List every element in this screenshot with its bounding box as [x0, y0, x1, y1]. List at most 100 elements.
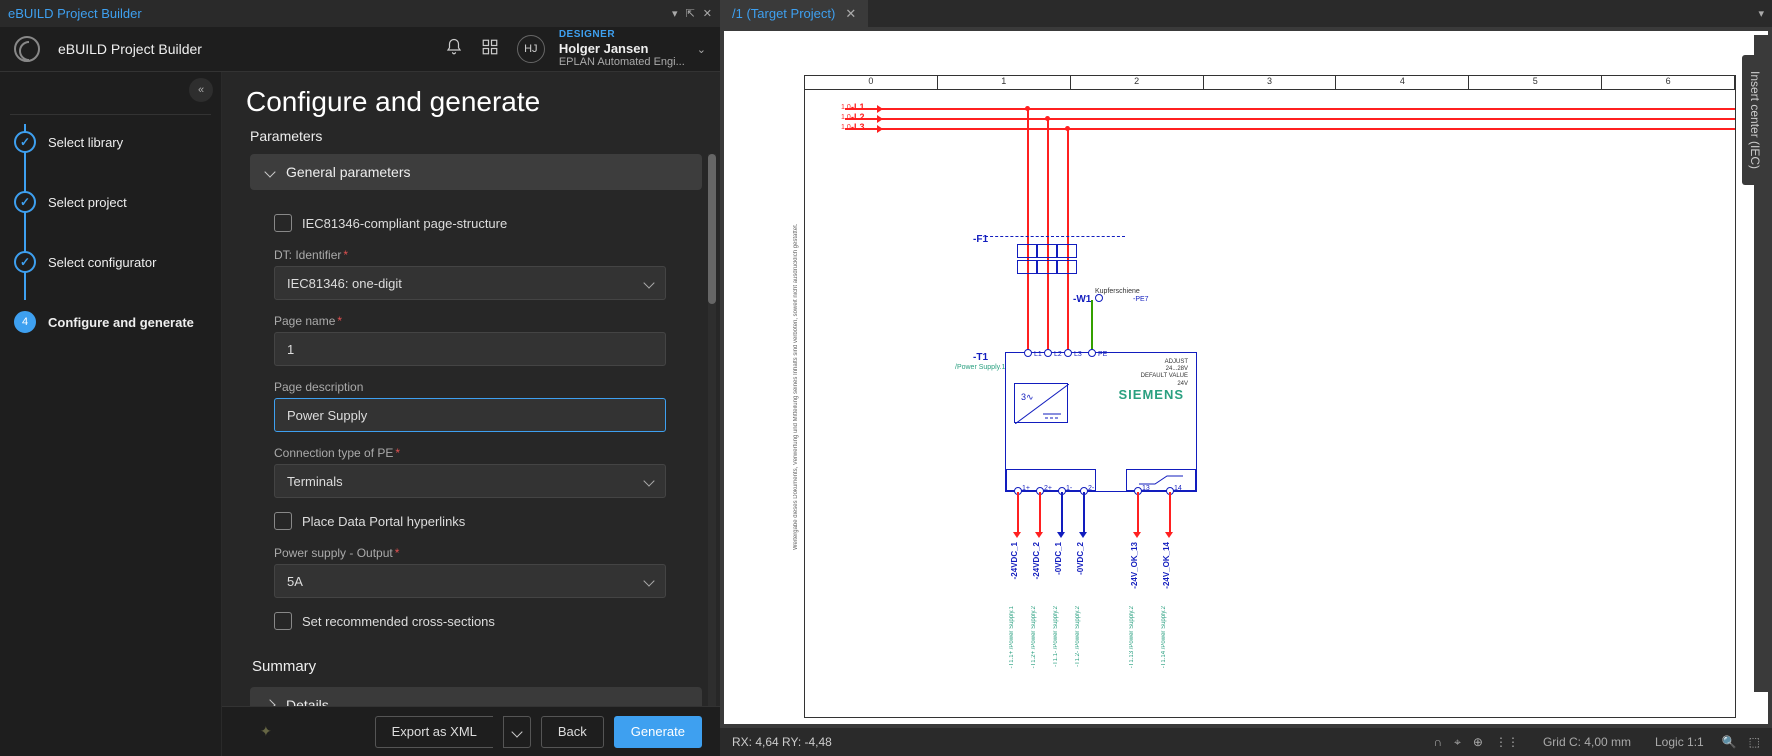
- generate-button[interactable]: Generate: [614, 716, 702, 748]
- arrow-icon: [1133, 532, 1141, 538]
- panel-pin-icon[interactable]: ⇱: [686, 7, 695, 20]
- chevron-down-icon: [643, 475, 654, 486]
- arrow-icon: [1013, 532, 1021, 538]
- page-description-label: Page description: [274, 380, 692, 394]
- step-label: Select library: [48, 135, 123, 150]
- pe-connection-select[interactable]: Terminals: [274, 464, 666, 498]
- wire: [1083, 492, 1085, 532]
- apps-icon[interactable]: [481, 38, 499, 61]
- page-name-input[interactable]: [274, 332, 666, 366]
- out-label: -0VDC_1: [1054, 542, 1063, 575]
- out-label: -24V_OK_14: [1162, 542, 1171, 589]
- out-label: -24V_OK_13: [1130, 542, 1139, 589]
- step-select-configurator[interactable]: Select configurator: [0, 243, 221, 281]
- bell-icon[interactable]: [445, 38, 463, 61]
- wire: [1047, 118, 1049, 356]
- scrollbar-thumb[interactable]: [708, 154, 716, 304]
- tab-label: /1 (Target Project): [732, 6, 835, 21]
- bus-tick: 1.0: [841, 114, 851, 121]
- details-accordion[interactable]: Details: [250, 687, 702, 706]
- column-ruler: 0123456: [805, 76, 1735, 90]
- f1-fuse: [1037, 260, 1057, 274]
- bus-l2: [845, 118, 1735, 120]
- user-org: EPLAN Automated Engi...: [559, 56, 685, 69]
- arrow-icon: [877, 115, 883, 123]
- back-button[interactable]: Back: [541, 716, 604, 748]
- step-label: Configure and generate: [48, 315, 194, 330]
- data-portal-checkbox[interactable]: [274, 512, 292, 530]
- out-sublabel: -T1.13 /Power Supply.2: [1129, 606, 1135, 668]
- cross-sections-checkbox[interactable]: [274, 612, 292, 630]
- ortho-icon[interactable]: ⊕: [1473, 735, 1483, 749]
- t1-converter-symbol: 3∿: [1014, 383, 1068, 423]
- export-xml-dropdown[interactable]: [503, 716, 531, 748]
- wire: [1017, 492, 1019, 532]
- user-block: DESIGNER Holger Jansen EPLAN Automated E…: [559, 29, 685, 70]
- out-sublabel: -T1.1- /Power Supply.2: [1053, 606, 1059, 667]
- wire: [1169, 492, 1171, 532]
- step-select-project[interactable]: Select project: [0, 183, 221, 221]
- bus-tick: 1.0: [841, 124, 851, 131]
- bus-tick: 1.0: [841, 104, 851, 111]
- star-icon[interactable]: ✦: [260, 723, 272, 740]
- arrow-icon: [877, 125, 883, 133]
- panel-close-icon[interactable]: ✕: [703, 7, 712, 20]
- pe-connection-label: Connection type of PE*: [274, 446, 692, 460]
- form-column: Configure and generate Parameters Genera…: [222, 72, 720, 756]
- bus-l3: [845, 128, 1735, 130]
- snap-grid-icon[interactable]: ⌖: [1454, 735, 1461, 750]
- tab-menu-icon[interactable]: ▾: [1758, 7, 1764, 20]
- data-portal-label: Place Data Portal hyperlinks: [302, 514, 465, 529]
- arrow-icon: [1035, 532, 1043, 538]
- logic-scale-label: Logic 1:1: [1655, 735, 1704, 749]
- page-name-label: Page name*: [274, 314, 692, 328]
- arrow-icon: [1079, 532, 1087, 538]
- f1-fuse: [1057, 260, 1077, 274]
- arrow-icon: [1165, 532, 1173, 538]
- terminal-circle: [1044, 349, 1052, 357]
- bus-l2-label: -L2: [851, 112, 865, 122]
- step-configure-generate[interactable]: 4Configure and generate: [0, 303, 221, 341]
- accordion-label: General parameters: [286, 164, 411, 180]
- pe7-label: -PE7: [1133, 296, 1149, 303]
- general-parameters-accordion[interactable]: General parameters: [250, 154, 702, 190]
- tab-target-project[interactable]: /1 (Target Project) ✕: [720, 0, 868, 27]
- tab-close-icon[interactable]: ✕: [845, 6, 856, 22]
- avatar[interactable]: HJ: [517, 35, 545, 63]
- psu-output-select[interactable]: 5A: [274, 564, 666, 598]
- step-select-library[interactable]: Select library: [0, 123, 221, 161]
- wizard-stepper: « Select library Select project Select c…: [0, 72, 222, 756]
- collapse-sidebar-button[interactable]: «: [189, 78, 213, 102]
- page-description-input[interactable]: [274, 398, 666, 432]
- psu-output-label: Power supply - Output*: [274, 546, 692, 560]
- side-note: Weitergabe dieses Dokuments, Verwertung …: [793, 116, 799, 657]
- export-xml-button[interactable]: Export as XML: [375, 716, 493, 748]
- iec-compliant-label: IEC81346-compliant page-structure: [302, 216, 507, 231]
- snap-object-icon[interactable]: ∩: [1434, 735, 1443, 749]
- schematic-canvas[interactable]: Insert center (IEC) 0123456 Weitergabe d…: [724, 31, 1768, 724]
- panel-dropdown-icon[interactable]: ▾: [672, 7, 678, 20]
- t1-label: -T1: [973, 352, 988, 363]
- chevron-down-icon: [264, 166, 275, 177]
- chevron-down-icon: [643, 277, 654, 288]
- step-label: Select configurator: [48, 255, 156, 270]
- out-sublabel: -T1.1+ /Power Supply.1: [1009, 606, 1015, 668]
- terminal-circle: [1024, 349, 1032, 357]
- page-title: Configure and generate: [222, 72, 720, 128]
- out-label: -24VDC_1: [1010, 542, 1019, 579]
- parameters-heading: Parameters: [222, 128, 720, 154]
- dt-identifier-select[interactable]: IEC81346: one-digit: [274, 266, 666, 300]
- grid-dots-icon[interactable]: ⋮⋮: [1495, 735, 1519, 749]
- app-logo-icon: [14, 36, 40, 62]
- insert-center-tab[interactable]: Insert center (IEC): [1742, 55, 1768, 185]
- iec-compliant-checkbox[interactable]: [274, 214, 292, 232]
- user-chevron-icon[interactable]: ⌄: [697, 43, 706, 56]
- zoom-region-icon[interactable]: ⬚: [1749, 735, 1760, 749]
- zoom-fit-icon[interactable]: 🔍: [1722, 735, 1737, 749]
- out-sublabel: -T1.14 /Power Supply.2: [1161, 606, 1167, 668]
- app-header: eBUILD Project Builder HJ DESIGNER Holge…: [0, 27, 720, 72]
- wire: [1067, 128, 1069, 356]
- bus-l3-label: -L3: [851, 122, 865, 132]
- preview-tabs: /1 (Target Project) ✕ ▾: [720, 0, 1772, 27]
- panel-title: eBUILD Project Builder: [8, 6, 142, 21]
